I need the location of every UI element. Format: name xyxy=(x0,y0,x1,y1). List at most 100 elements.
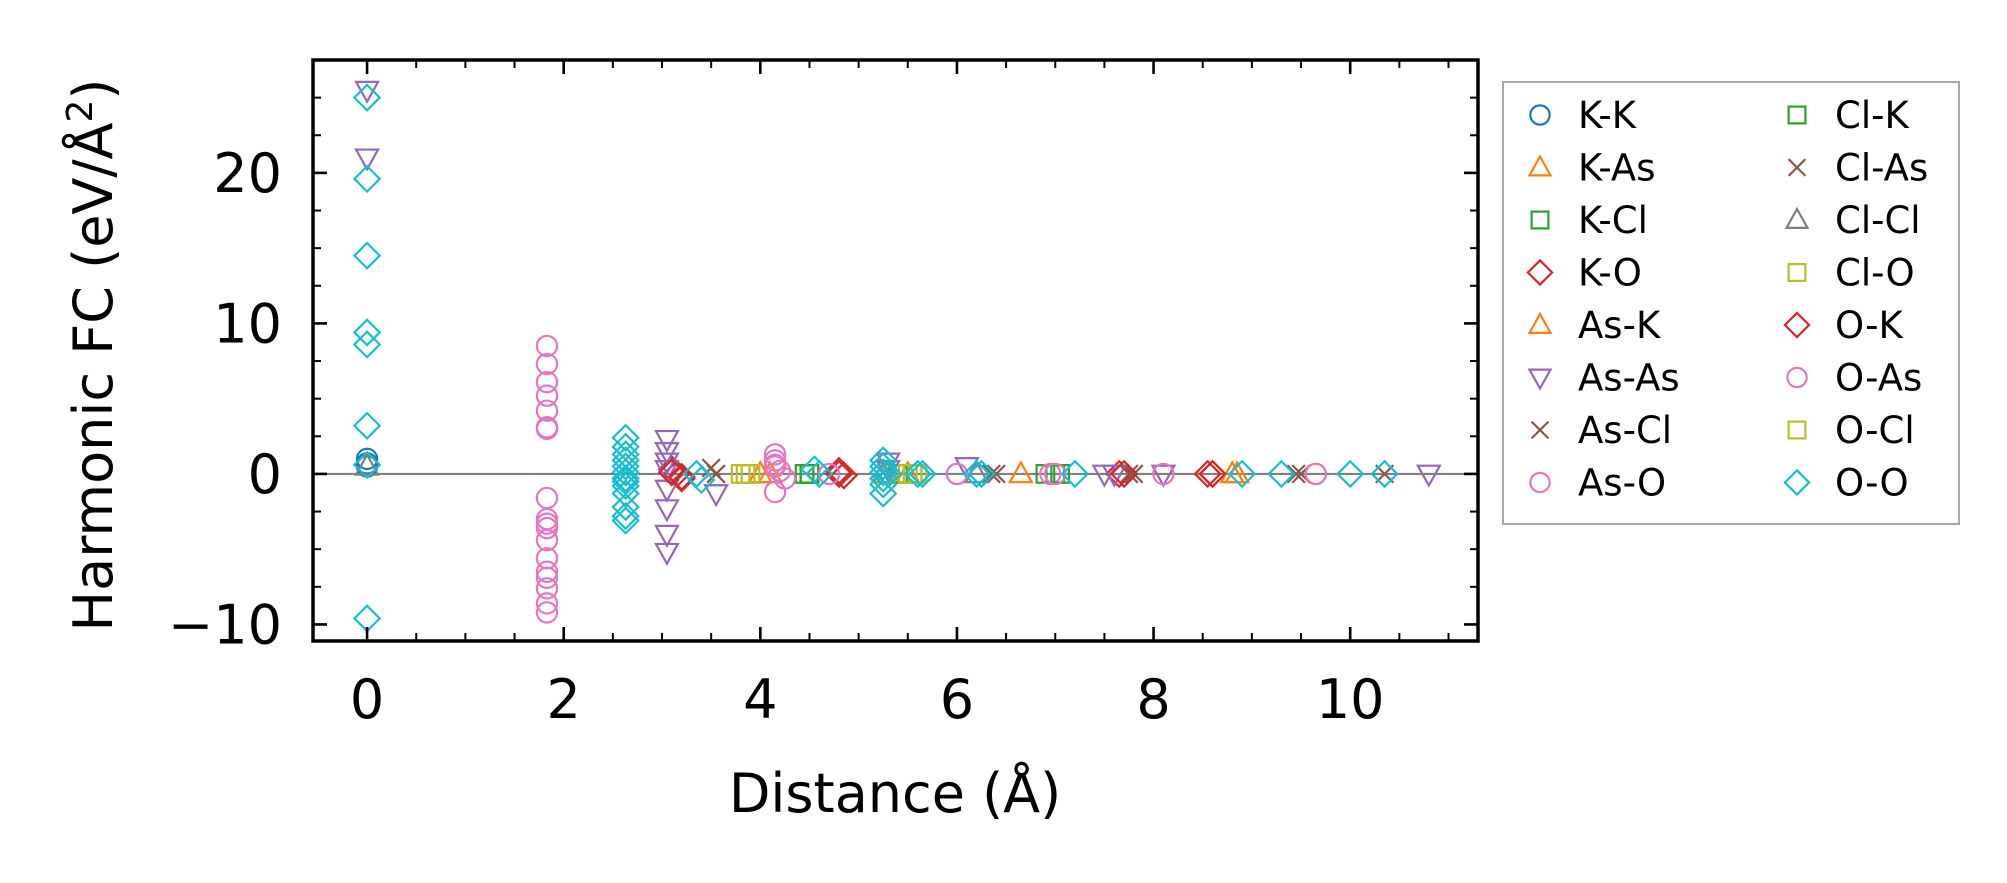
x-tick-label: 0 xyxy=(350,668,384,731)
legend-marker xyxy=(1527,368,1553,391)
legend-marker xyxy=(1787,105,1807,125)
data-point xyxy=(1124,464,1144,484)
data-point xyxy=(1044,462,1067,486)
data-point xyxy=(354,148,380,172)
series-o-o xyxy=(352,83,1399,633)
data-point xyxy=(654,429,680,454)
data-point xyxy=(611,471,640,501)
data-point xyxy=(352,411,382,440)
data-point xyxy=(611,452,640,481)
data-point xyxy=(1219,460,1246,484)
data-points xyxy=(352,80,1442,633)
y-tick-label: 0 xyxy=(248,443,282,506)
data-point xyxy=(1104,459,1134,489)
data-point xyxy=(535,601,559,624)
data-point xyxy=(654,499,680,523)
data-point xyxy=(1335,459,1365,489)
series-cl-as xyxy=(706,464,1306,484)
data-point xyxy=(735,464,756,484)
data-point xyxy=(1370,459,1399,489)
data-point xyxy=(869,479,898,508)
legend-label: As-As xyxy=(1578,357,1680,400)
legend-label: Cl-As xyxy=(1835,147,1928,190)
data-point xyxy=(1007,460,1034,484)
data-point xyxy=(611,467,640,496)
data-point xyxy=(903,459,932,489)
x-tick-label: 2 xyxy=(547,668,581,731)
data-point xyxy=(611,492,640,522)
legend-marker xyxy=(1530,420,1550,440)
data-point xyxy=(869,458,898,487)
data-point xyxy=(611,479,640,508)
x-axis-title: Distance (Å) xyxy=(729,761,1061,825)
legend-marker xyxy=(1526,258,1554,287)
legend-marker xyxy=(1527,154,1553,177)
legend-label: Cl-O xyxy=(1835,252,1915,295)
legend-item: Cl-K xyxy=(1787,94,1910,137)
data-point xyxy=(352,318,382,347)
data-point xyxy=(817,462,841,486)
data-point xyxy=(1198,459,1227,489)
legend-box xyxy=(1502,81,1960,525)
x-tick-label: 6 xyxy=(940,668,974,731)
legend-label: O-K xyxy=(1835,304,1905,347)
legend-item: K-Cl xyxy=(1530,199,1648,242)
legend-label: Cl-Cl xyxy=(1835,199,1921,242)
legend-label: K-O xyxy=(1578,252,1642,295)
legend-item: Cl-Cl xyxy=(1784,199,1921,242)
data-point xyxy=(962,459,991,489)
data-point xyxy=(352,164,382,194)
data-point xyxy=(824,459,854,489)
data-point xyxy=(1193,459,1222,489)
y-axis-title-main: Harmonic FC (eV/Å xyxy=(61,122,125,631)
series-o-k xyxy=(657,458,1227,492)
legend-label: As-Cl xyxy=(1578,409,1672,452)
data-point xyxy=(535,370,559,394)
y-tick-label: −10 xyxy=(168,593,282,656)
data-point xyxy=(1109,459,1139,489)
x-tick-label: 4 xyxy=(743,668,777,731)
data-point xyxy=(1119,464,1139,484)
data-point xyxy=(654,542,680,567)
legend-marker xyxy=(1786,366,1808,389)
data-point xyxy=(945,462,969,486)
legend-label: O-As xyxy=(1835,357,1922,400)
data-point xyxy=(763,443,787,466)
data-point xyxy=(535,577,559,600)
data-point xyxy=(1101,464,1128,488)
data-point xyxy=(869,452,898,481)
data-point xyxy=(967,459,996,489)
data-point xyxy=(654,452,680,476)
data-point xyxy=(1304,462,1328,486)
data-point xyxy=(1267,459,1296,489)
y-axis-title-end: ) xyxy=(62,79,125,100)
legend-label: O-O xyxy=(1835,462,1909,505)
data-point xyxy=(873,459,903,489)
data-point xyxy=(1060,459,1090,489)
legend-marker xyxy=(1527,311,1553,334)
y-tick-label: 10 xyxy=(213,292,282,355)
data-point xyxy=(805,459,834,489)
legend-label: Cl-K xyxy=(1835,94,1910,137)
data-point xyxy=(687,465,716,495)
legend-item: As-As xyxy=(1527,357,1680,400)
legend-item: K-K xyxy=(1529,94,1638,137)
legend-item: As-O xyxy=(1529,462,1666,505)
data-point xyxy=(611,458,640,487)
data-point xyxy=(1286,464,1306,484)
legend-label: O-Cl xyxy=(1835,409,1915,452)
data-point xyxy=(535,384,559,407)
data-point xyxy=(657,458,687,487)
data-point xyxy=(611,423,640,453)
legend-marker xyxy=(1529,471,1551,494)
legend-marker xyxy=(1529,104,1551,126)
data-point xyxy=(611,464,640,493)
legend-label: K-As xyxy=(1578,147,1656,190)
data-point xyxy=(773,467,797,490)
legend-marker xyxy=(1787,158,1807,177)
legend-marker xyxy=(1787,420,1807,440)
data-point xyxy=(1150,464,1177,488)
legend-marker xyxy=(1784,206,1810,229)
data-point xyxy=(869,470,898,499)
legend-item: As-Cl xyxy=(1530,409,1672,452)
